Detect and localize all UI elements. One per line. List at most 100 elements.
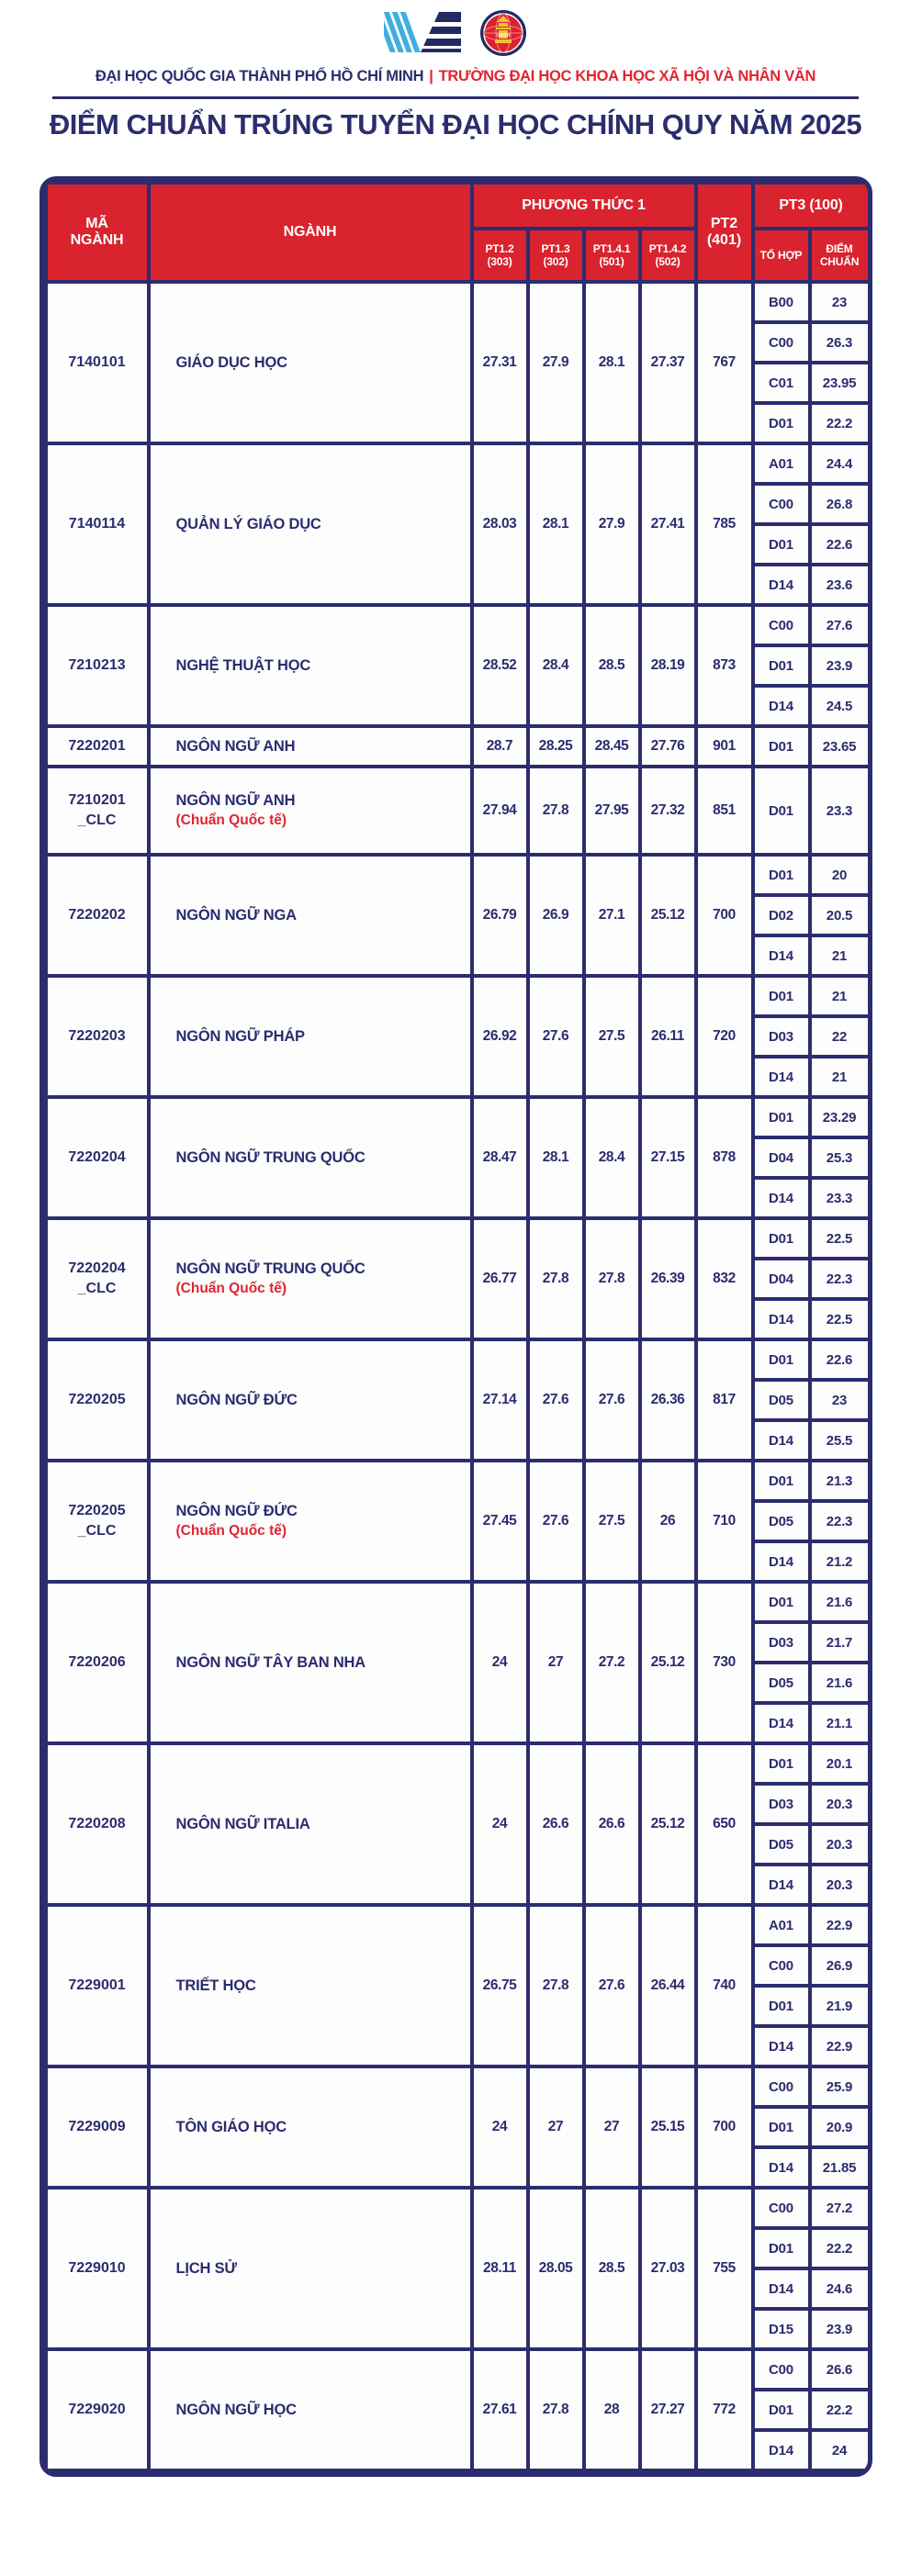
major-code-cell: 7220202 xyxy=(43,853,151,978)
table-row: 7229001 TRIẾT HỌC 26.75 27.8 27.6 26.44 740 A01… xyxy=(43,1903,868,2068)
ussh-emblem-icon: USSH xyxy=(480,10,526,56)
combo-score-cell: 23.9 xyxy=(807,644,868,688)
pt1-4-1-score-cell: 28.4 xyxy=(581,1095,642,1220)
table-row: D14 22.9 xyxy=(46,2024,868,2068)
pt1-2-score-cell: 27.45 xyxy=(469,1459,530,1584)
admission-score-table: MÃ NGÀNH NGÀNH PHƯƠNG THỨC 1 PT2 (401) P… xyxy=(43,181,868,2472)
combo-score-cell: 22.2 xyxy=(807,401,868,445)
pt1-3-score-cell: 27.8 xyxy=(525,765,586,857)
table-row: 7220205 NGÔN NGỮ ĐỨC 27.14 27.6 27.6 26.36 817… xyxy=(43,1338,868,1462)
combo-score-cell: 24.5 xyxy=(807,684,868,728)
table-row: C00 26.9 xyxy=(46,1943,868,1988)
table-row: 7229020 NGÔN NGỮ HỌC 27.61 27.8 28 27.27 772 C0… xyxy=(43,2347,868,2472)
header-ma-nganh: MÃ NGÀNH xyxy=(43,181,151,284)
combo-score-cell: 22.2 xyxy=(807,2388,868,2432)
pt1-4-1-score-cell: 26.6 xyxy=(581,1742,642,1907)
pt1-3-score-cell: 26.6 xyxy=(525,1742,586,1907)
combo-block-cell: D14 xyxy=(750,934,812,978)
pt1-4-2-score-cell: 25.12 xyxy=(637,1580,698,1745)
header-pt3: PT3 (100) xyxy=(750,181,868,230)
major-name: NGÔN NGỮ PHÁP xyxy=(175,1027,306,1045)
pt1-4-2-score-cell: 27.41 xyxy=(637,442,698,607)
major-name: TRIẾT HỌC xyxy=(175,1977,256,1994)
table-row: D14 24.6 xyxy=(46,2267,868,2311)
pt1-3-score-cell: 27.8 xyxy=(525,1903,586,2068)
combo-score-cell: 25.3 xyxy=(807,1136,868,1180)
table-row: D14 23.3 xyxy=(46,1176,868,1220)
header-pt1-3: PT1.3 (302) xyxy=(525,227,586,284)
combo-block-cell: D01 xyxy=(750,1459,812,1503)
combo-score-cell: 23.65 xyxy=(807,724,868,768)
pt1-4-1-score-cell: 28.1 xyxy=(581,280,642,445)
combo-block-cell: D03 xyxy=(750,1014,812,1058)
major-name: QUẢN LÝ GIÁO DỤC xyxy=(175,515,321,532)
combo-score-cell: 22.5 xyxy=(807,1216,868,1260)
combo-score-cell: 22.9 xyxy=(807,2024,868,2068)
combo-score-cell: 25.9 xyxy=(807,2065,868,2109)
combo-score-cell: 22.6 xyxy=(807,1338,868,1382)
pt1-4-1-score-cell: 28.45 xyxy=(581,724,642,768)
pt1-4-1-score-cell: 27.1 xyxy=(581,853,642,978)
pt1-4-1-score-cell: 27.8 xyxy=(581,1216,642,1341)
admission-table-body: 7140101 GIÁO DỤC HỌC 27.31 27.9 28.1 27.37 767… xyxy=(43,280,868,2472)
combo-score-cell: 23.3 xyxy=(807,765,868,857)
header-pt2: PT2 (401) xyxy=(693,181,755,284)
combo-block-cell: C00 xyxy=(750,482,812,526)
major-name: NGÔN NGỮ ANH xyxy=(175,737,296,755)
table-row: 7229009 TÔN GIÁO HỌC 24 27 27 25.15 700 C00 25.9 xyxy=(43,2065,868,2190)
combo-block-cell: D01 xyxy=(750,644,812,688)
pt1-2-score-cell: 28.7 xyxy=(469,724,530,768)
combo-block-cell: D03 xyxy=(750,1620,812,1664)
combo-score-cell: 23.29 xyxy=(807,1095,868,1139)
table-row: D14 21.2 xyxy=(46,1540,868,1584)
major-name: NGÔN NGỮ ĐỨC xyxy=(175,1391,298,1408)
pt2-score-cell: 700 xyxy=(693,853,755,978)
major-name: NGÔN NGỮ HỌC xyxy=(175,2401,298,2418)
pt1-4-2-score-cell: 25.15 xyxy=(637,2065,698,2190)
pt2-score-cell: 650 xyxy=(693,1742,755,1907)
pt1-3-score-cell: 28.1 xyxy=(525,442,586,607)
pt1-2-score-cell: 26.79 xyxy=(469,853,530,978)
major-name: NGÔN NGỮ ĐỨC xyxy=(175,1503,298,1519)
pt1-2-score-cell: 27.94 xyxy=(469,765,530,857)
combo-block-cell: D14 xyxy=(750,1540,812,1584)
combo-block-cell: A01 xyxy=(750,442,812,486)
table-row: 7229010 LỊCH SỬ 28.11 28.05 28.5 27.03 755 C00 2… xyxy=(43,2186,868,2351)
university-name: ĐẠI HỌC QUỐC GIA THÀNH PHỐ HỒ CHÍ MINH xyxy=(95,68,424,84)
combo-score-cell: 22.3 xyxy=(807,1257,868,1301)
pt1-4-1-score-cell: 27.5 xyxy=(581,1459,642,1584)
combo-block-cell: D01 xyxy=(750,1742,812,1786)
pt1-2-score-cell: 27.31 xyxy=(469,280,530,445)
combo-block-cell: D14 xyxy=(750,2267,812,2311)
combo-block-cell: D15 xyxy=(750,2307,812,2351)
table-row: D01 23.9 xyxy=(46,644,868,688)
table-row: D05 22.3 xyxy=(46,1499,868,1543)
pt1-2-score-cell: 28.47 xyxy=(469,1095,530,1220)
major-name-cell: LỊCH SỬ xyxy=(146,2186,474,2351)
pt2-score-cell: 720 xyxy=(693,974,755,1099)
pt1-3-score-cell: 27.8 xyxy=(525,2347,586,2472)
combo-block-cell: D01 xyxy=(750,2105,812,2149)
major-name-cell: NGÔN NGỮ TÂY BAN NHA xyxy=(146,1580,474,1745)
table-row: D03 22 xyxy=(46,1014,868,1058)
school-name: TRƯỜNG ĐẠI HỌC KHOA HỌC XÃ HỘI VÀ NHÂN V… xyxy=(438,68,816,84)
table-row: D14 23.6 xyxy=(46,563,868,607)
pt2-score-cell: 710 xyxy=(693,1459,755,1584)
combo-block-cell: D01 xyxy=(750,1216,812,1260)
combo-score-cell: 22.5 xyxy=(807,1297,868,1341)
combo-score-cell: 22.3 xyxy=(807,1499,868,1543)
pt1-3-score-cell: 27.6 xyxy=(525,1338,586,1462)
major-name-cell: NGÔN NGỮ HỌC xyxy=(146,2347,474,2472)
combo-block-cell: D01 xyxy=(750,2226,812,2270)
pt2-score-cell: 878 xyxy=(693,1095,755,1220)
combo-block-cell: D05 xyxy=(750,1378,812,1422)
pt2-score-cell: 730 xyxy=(693,1580,755,1745)
table-row: D05 21.6 xyxy=(46,1661,868,1705)
table-row: 7220203 NGÔN NGỮ PHÁP 26.92 27.6 27.5 26.11 72… xyxy=(43,974,868,1099)
pt1-2-score-cell: 24 xyxy=(469,1580,530,1745)
combo-block-cell: D01 xyxy=(750,1338,812,1382)
combo-block-cell: D01 xyxy=(750,1580,812,1624)
major-name-cell: NGÔN NGỮ TRUNG QUỐC xyxy=(146,1095,474,1220)
admission-table: MÃ NGÀNH NGÀNH PHƯƠNG THỨC 1 PT2 (401) P… xyxy=(39,176,872,2477)
major-name-cell: TÔN GIÁO HỌC xyxy=(146,2065,474,2190)
